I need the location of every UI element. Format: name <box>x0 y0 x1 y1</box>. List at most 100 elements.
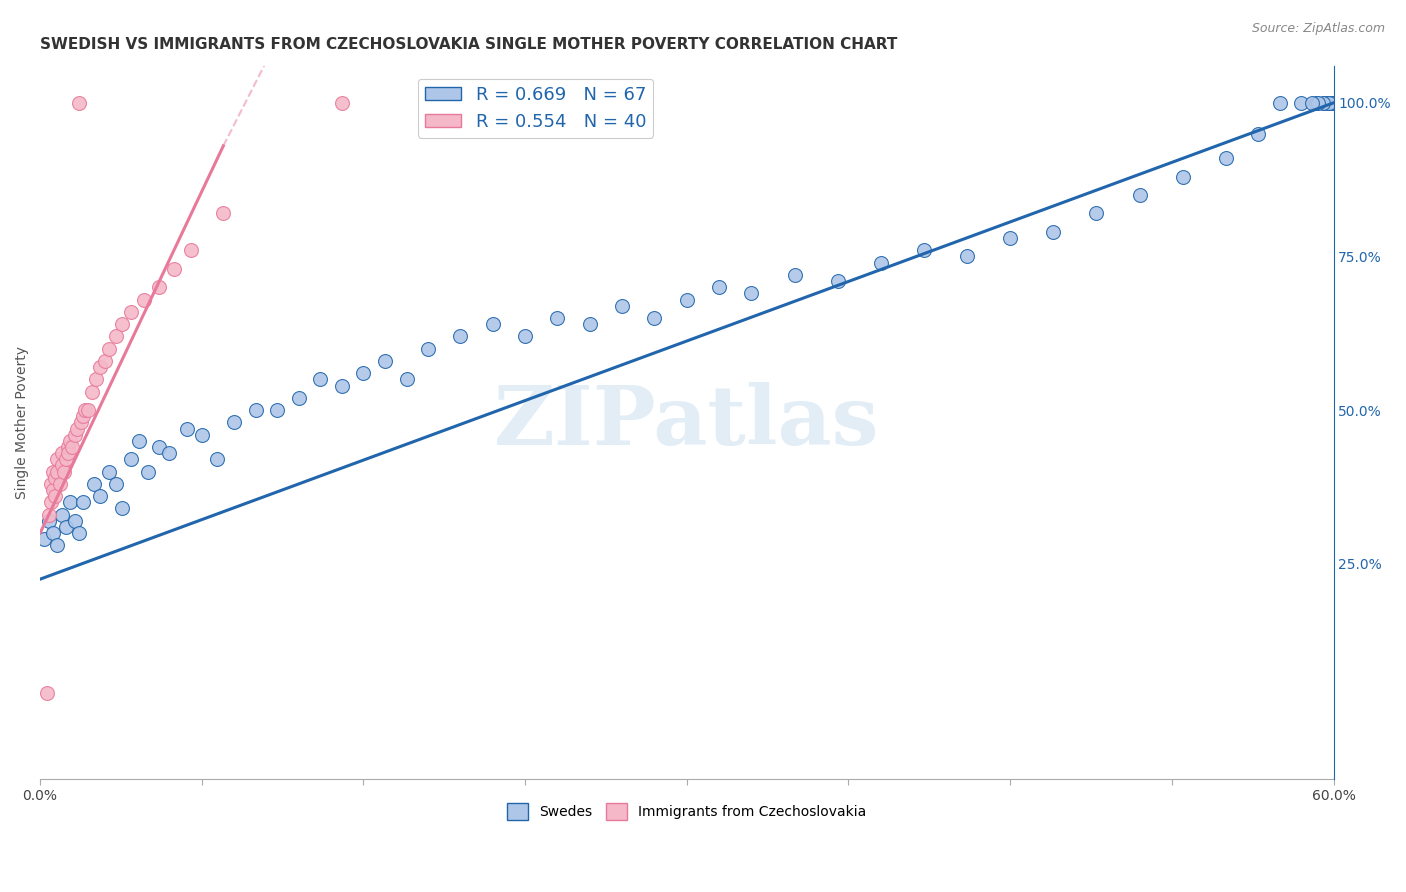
Point <box>34 533 56 547</box>
Point <box>55 452 77 467</box>
Point <box>38 508 60 522</box>
Y-axis label: Single Mother Poverty: Single Mother Poverty <box>15 346 30 499</box>
Point <box>46 538 69 552</box>
Point <box>330 378 353 392</box>
Point <box>104 329 127 343</box>
Point <box>1268 95 1291 110</box>
Point <box>1320 95 1343 110</box>
Point <box>66 421 89 435</box>
Point <box>912 244 935 258</box>
Point <box>42 465 65 479</box>
Point <box>136 465 159 479</box>
Point <box>224 416 246 430</box>
Point <box>55 520 77 534</box>
Point <box>1308 95 1330 110</box>
Legend: Swedes, Immigrants from Czechoslovakia: Swedes, Immigrants from Czechoslovakia <box>502 797 872 825</box>
Point <box>1317 95 1340 110</box>
Point <box>63 514 86 528</box>
Point <box>59 495 82 509</box>
Point <box>450 329 472 343</box>
Point <box>578 317 600 331</box>
Point <box>89 360 111 375</box>
Point <box>869 255 891 269</box>
Point <box>418 342 440 356</box>
Point <box>1322 95 1344 110</box>
Point <box>42 483 65 497</box>
Point <box>56 440 79 454</box>
Point <box>191 427 214 442</box>
Point <box>176 421 198 435</box>
Point <box>159 446 181 460</box>
Point <box>266 403 288 417</box>
Point <box>67 95 90 110</box>
Point <box>1305 95 1327 110</box>
Point <box>353 366 375 380</box>
Point <box>1085 206 1108 220</box>
Point <box>120 305 142 319</box>
Point <box>395 372 418 386</box>
Point <box>46 452 69 467</box>
Point <box>740 286 762 301</box>
Point <box>212 206 235 220</box>
Point <box>39 495 62 509</box>
Point <box>374 354 396 368</box>
Point <box>1322 95 1344 110</box>
Text: SWEDISH VS IMMIGRANTS FROM CZECHOSLOVAKIA SINGLE MOTHER POVERTY CORRELATION CHAR: SWEDISH VS IMMIGRANTS FROM CZECHOSLOVAKI… <box>41 37 897 53</box>
Point <box>1301 95 1323 110</box>
Point <box>1215 151 1237 165</box>
Point <box>245 403 267 417</box>
Point <box>288 391 311 405</box>
Point <box>643 310 665 325</box>
Point <box>51 508 73 522</box>
Point <box>128 434 150 448</box>
Point <box>330 95 353 110</box>
Point <box>1128 188 1150 202</box>
Point <box>38 514 60 528</box>
Point <box>956 250 979 264</box>
Point <box>72 495 94 509</box>
Point <box>163 261 186 276</box>
Point <box>180 244 202 258</box>
Point <box>120 452 142 467</box>
Point <box>546 310 568 325</box>
Point <box>59 434 82 448</box>
Text: Source: ZipAtlas.com: Source: ZipAtlas.com <box>1251 22 1385 36</box>
Point <box>67 526 90 541</box>
Point <box>148 280 170 294</box>
Point <box>51 458 73 473</box>
Point <box>83 476 105 491</box>
Point <box>62 440 84 454</box>
Point <box>132 293 155 307</box>
Point <box>75 403 97 417</box>
Point <box>111 501 134 516</box>
Point <box>998 231 1021 245</box>
Point <box>39 476 62 491</box>
Point <box>1171 169 1194 184</box>
Text: ZIPatlas: ZIPatlas <box>494 383 880 462</box>
Point <box>63 427 86 442</box>
Point <box>1317 95 1340 110</box>
Point <box>52 465 75 479</box>
Point <box>827 274 849 288</box>
Point <box>1247 127 1270 141</box>
Point <box>35 686 58 700</box>
Point <box>610 299 633 313</box>
Point <box>84 372 107 386</box>
Point <box>48 476 70 491</box>
Point <box>111 317 134 331</box>
Point <box>46 465 69 479</box>
Point <box>205 452 228 467</box>
Point <box>1289 95 1312 110</box>
Point <box>76 403 98 417</box>
Point <box>70 416 93 430</box>
Point <box>1313 95 1336 110</box>
Point <box>94 354 117 368</box>
Point <box>44 471 66 485</box>
Point <box>1042 225 1064 239</box>
Point <box>80 384 103 399</box>
Point <box>1312 95 1334 110</box>
Point <box>481 317 503 331</box>
Point <box>56 446 79 460</box>
Point <box>44 489 66 503</box>
Point <box>513 329 536 343</box>
